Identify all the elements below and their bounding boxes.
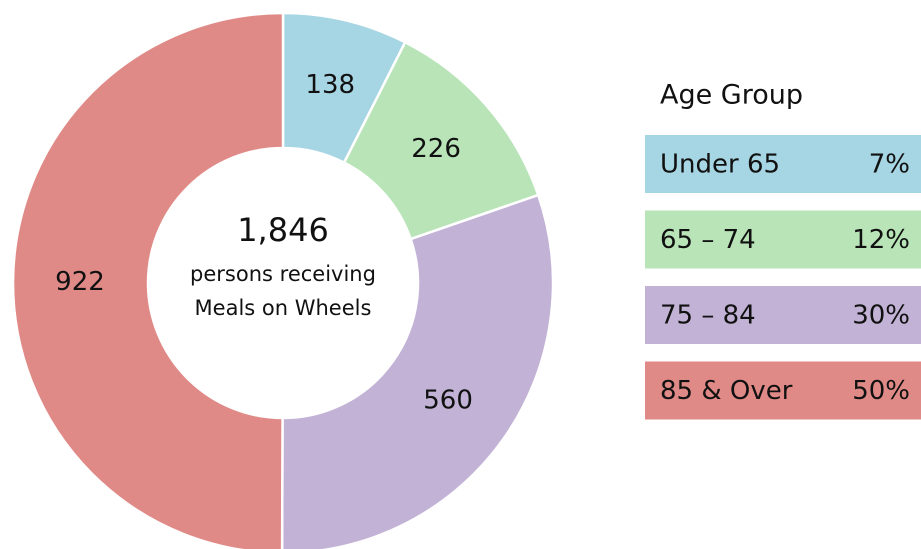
legend-label: 85 & Over <box>660 376 793 406</box>
legend-share: 50% <box>852 376 910 406</box>
center-label: Meals on Wheels <box>195 296 372 320</box>
center-label: persons receiving <box>190 262 376 286</box>
legend-label: 65 – 74 <box>660 225 756 255</box>
legend-title: Age Group <box>660 80 803 111</box>
slice-label: 922 <box>55 267 105 297</box>
slice-label: 560 <box>423 386 473 416</box>
legend-box <box>645 210 921 269</box>
legend-label: 75 – 84 <box>660 301 756 331</box>
donut-slice <box>342 40 540 241</box>
donut-slice <box>11 11 285 549</box>
center-value: 1,846 <box>237 211 329 249</box>
legend-share: 12% <box>852 225 910 255</box>
legend-share: 30% <box>852 301 910 331</box>
legend-box <box>645 286 921 344</box>
slice-label: 138 <box>305 70 355 100</box>
legend-label: Under 65 <box>660 150 780 180</box>
legend-share: 7% <box>869 150 910 180</box>
legend-box <box>645 135 921 193</box>
legend-box <box>645 361 921 420</box>
slice-label: 226 <box>411 134 461 164</box>
